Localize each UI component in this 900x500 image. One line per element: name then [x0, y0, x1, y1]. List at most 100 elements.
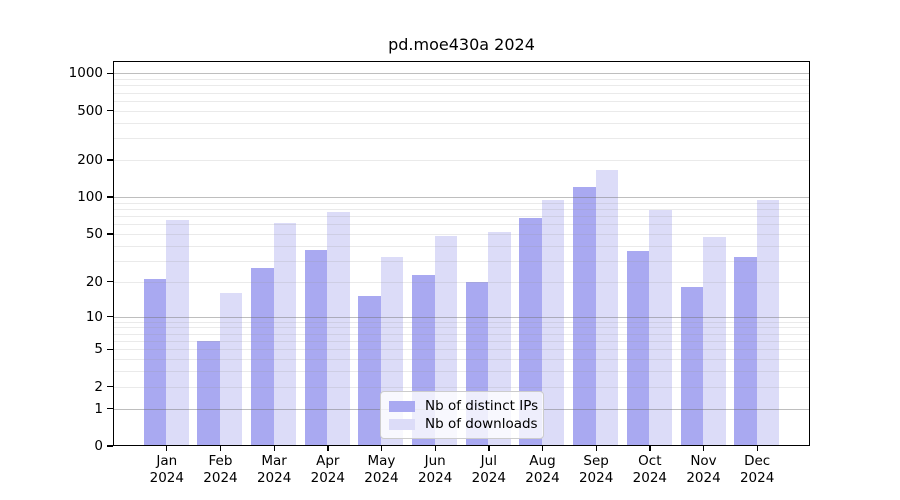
month-label: Sep [583, 453, 609, 469]
y-axis-tick [107, 386, 113, 388]
x-axis-tick [166, 446, 168, 451]
x-tick-label: Apr 2024 [298, 453, 358, 487]
y-axis-tick [107, 445, 113, 447]
y-axis-tick [107, 408, 113, 410]
bar-ips-nov [680, 287, 703, 446]
gridline-minor [113, 159, 810, 161]
x-tick-label: Sep 2024 [566, 453, 626, 487]
y-axis-tick [107, 233, 113, 235]
x-tick-label: Jul 2024 [459, 453, 519, 487]
month-label: Jun [424, 453, 446, 469]
y-tick-label: 10 [85, 308, 103, 325]
y-axis-tick [107, 72, 113, 75]
y-tick-label: 500 [77, 102, 103, 119]
y-axis-tick [107, 110, 113, 112]
gridline-minor [113, 233, 810, 235]
gridline-major [113, 73, 810, 75]
year-label: 2024 [417, 470, 453, 486]
y-axis-tick [107, 281, 113, 283]
year-label: 2024 [364, 470, 399, 486]
x-tick-label: Oct 2024 [620, 453, 680, 487]
bar-ips-feb [197, 341, 220, 446]
gridline-minor [113, 208, 810, 210]
year-label: 2024 [149, 470, 184, 486]
y-axis-tick [107, 316, 113, 318]
legend-swatch-downloads [389, 418, 415, 430]
x-tick-label: Jun 2024 [405, 453, 465, 487]
legend-item-downloads: Nb of downloads [389, 415, 538, 433]
x-axis-tick [702, 446, 705, 451]
month-label: Aug [529, 453, 556, 469]
bar-ips-mar [251, 268, 274, 446]
bar-ips-dec [734, 257, 757, 446]
bar-downloads-jan [166, 220, 189, 446]
y-axis-tick [107, 348, 113, 351]
bar-ips-apr [304, 249, 328, 446]
y-tick-label: 50 [85, 225, 103, 242]
y-tick-label: 100 [77, 189, 103, 206]
x-tick-label: Jan 2024 [137, 453, 197, 487]
x-axis-tick [434, 446, 436, 451]
bar-ips-sep [573, 187, 596, 446]
y-axis-tick [107, 159, 113, 161]
legend-label-distinct-ips: Nb of distinct IPs [425, 398, 539, 414]
legend-label-downloads: Nb of downloads [425, 416, 538, 432]
gridline-minor [113, 138, 810, 140]
year-label: 2024 [256, 470, 292, 486]
x-axis-tick [273, 446, 275, 451]
year-label: 2024 [632, 470, 667, 486]
month-label: Dec [744, 453, 771, 469]
month-label: Jul [480, 453, 497, 469]
bar-downloads-oct [649, 210, 672, 446]
bar-downloads-apr [327, 211, 350, 446]
bar-ips-jan [143, 279, 167, 446]
month-label: Mar [261, 453, 287, 469]
chart-title: pd.moe430a 2024 [388, 35, 535, 54]
gridline-major [113, 197, 810, 199]
y-tick-label: 1 [94, 400, 103, 417]
x-tick-label: May 2024 [351, 453, 411, 487]
gridline-minor [113, 216, 810, 218]
year-label: 2024 [471, 470, 506, 486]
y-tick-label: 20 [85, 273, 103, 290]
x-tick-label: Mar 2024 [244, 453, 304, 487]
year-label: 2024 [578, 470, 614, 486]
x-axis-tick [595, 446, 597, 451]
x-tick-label: Feb 2024 [190, 453, 250, 487]
gridline-minor [113, 100, 810, 102]
year-label: 2024 [686, 470, 721, 486]
legend-item-distinct-ips: Nb of distinct IPs [389, 397, 539, 415]
month-label: Feb [208, 453, 233, 469]
x-axis-tick [380, 446, 383, 451]
x-tick-label: Aug 2024 [512, 453, 572, 487]
gridline-minor [113, 122, 810, 124]
plot-area [113, 61, 810, 446]
x-axis-tick [649, 446, 651, 451]
y-axis-tick [107, 196, 113, 198]
x-tick-label: Nov 2024 [674, 453, 734, 487]
x-axis-tick [327, 446, 329, 451]
bar-downloads-mar [273, 223, 297, 446]
x-axis-tick [756, 446, 758, 451]
x-axis-tick [541, 446, 544, 451]
gridline-minor [113, 202, 810, 204]
gridline-minor [113, 79, 810, 81]
bar-ips-aug [519, 218, 542, 446]
year-label: 2024 [739, 470, 775, 486]
x-axis-tick [488, 446, 490, 451]
bar-ips-may [358, 296, 381, 446]
month-label: Nov [690, 453, 717, 469]
x-tick-label: Dec 2024 [727, 453, 787, 487]
month-label: Apr [316, 453, 340, 469]
gridline-minor [113, 92, 810, 94]
bar-downloads-aug [541, 199, 565, 446]
legend-swatch-distinct-ips [389, 400, 415, 412]
bar-downloads-dec [756, 199, 780, 446]
bar-ips-oct [626, 251, 650, 446]
gridline-minor [113, 110, 810, 112]
chart-legend: Nb of distinct IPs Nb of downloads [380, 391, 544, 439]
bar-downloads-sep [595, 170, 619, 446]
x-axis-tick [219, 446, 222, 451]
y-tick-label: 0 [94, 438, 103, 454]
